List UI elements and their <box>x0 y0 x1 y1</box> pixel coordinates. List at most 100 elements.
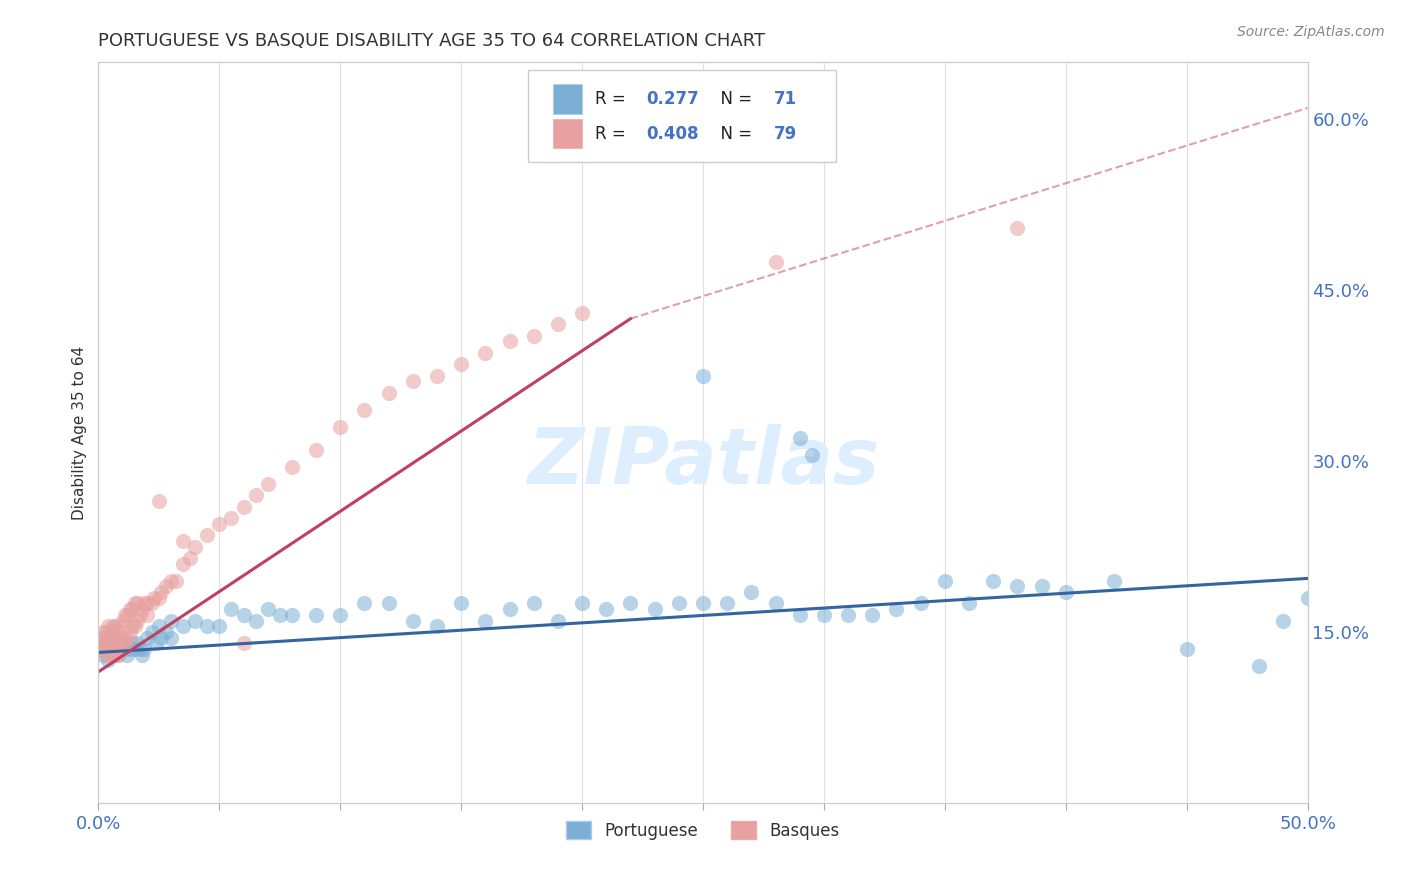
Point <box>184 614 207 628</box>
Point <box>221 511 243 525</box>
Point <box>117 607 139 622</box>
Text: R =: R = <box>595 90 631 108</box>
Point <box>245 488 267 502</box>
Point <box>100 624 122 639</box>
Point <box>813 607 835 622</box>
Point <box>1054 585 1077 599</box>
Point <box>800 449 823 463</box>
Point <box>141 597 163 611</box>
Point <box>107 624 129 639</box>
Point <box>143 591 166 605</box>
Point <box>474 614 496 628</box>
Point <box>1296 591 1319 605</box>
Point <box>765 597 787 611</box>
Point <box>377 385 399 400</box>
Point <box>523 328 546 343</box>
Point <box>141 624 163 639</box>
Point <box>127 597 149 611</box>
Point <box>90 642 112 657</box>
Point <box>523 597 546 611</box>
Point <box>111 614 134 628</box>
Point <box>135 597 157 611</box>
Point <box>124 597 146 611</box>
Point <box>91 631 114 645</box>
Point <box>256 602 278 616</box>
Point <box>155 579 177 593</box>
Point <box>571 597 593 611</box>
Point <box>232 636 254 650</box>
Point <box>232 500 254 514</box>
Point <box>104 636 127 650</box>
Point <box>232 607 254 622</box>
Point <box>1249 659 1271 673</box>
Point <box>208 516 231 531</box>
Text: 0.277: 0.277 <box>647 90 699 108</box>
Point <box>740 585 762 599</box>
Point <box>94 636 117 650</box>
Point <box>100 648 122 662</box>
Point <box>934 574 956 588</box>
Point <box>135 631 157 645</box>
Point <box>121 636 143 650</box>
Point <box>619 597 641 611</box>
Point <box>245 614 267 628</box>
Point <box>172 557 194 571</box>
Point <box>668 597 690 611</box>
Point <box>124 642 146 657</box>
Point <box>155 624 177 639</box>
Text: N =: N = <box>710 90 758 108</box>
Point <box>117 648 139 662</box>
Point <box>118 624 141 639</box>
Point <box>134 642 156 657</box>
FancyBboxPatch shape <box>527 70 837 162</box>
Text: ZIPatlas: ZIPatlas <box>527 425 879 500</box>
Point <box>981 574 1004 588</box>
Legend: Portuguese, Basques: Portuguese, Basques <box>560 814 846 847</box>
Point <box>547 614 569 628</box>
Point <box>256 476 278 491</box>
Point <box>94 636 117 650</box>
Point <box>128 607 150 622</box>
Point <box>117 631 139 645</box>
Point <box>547 318 569 332</box>
Point <box>127 614 149 628</box>
Point <box>644 602 666 616</box>
Point <box>329 607 352 622</box>
Point <box>111 636 134 650</box>
Point <box>104 648 127 662</box>
Point <box>107 636 129 650</box>
Point <box>101 648 124 662</box>
Point <box>1175 642 1198 657</box>
Text: R =: R = <box>595 125 631 143</box>
Point <box>329 420 352 434</box>
Text: 71: 71 <box>775 90 797 108</box>
Point <box>91 648 114 662</box>
Point <box>765 254 787 268</box>
FancyBboxPatch shape <box>553 84 582 113</box>
Text: 79: 79 <box>775 125 797 143</box>
Point <box>498 602 520 616</box>
Point <box>172 533 194 548</box>
Point <box>124 619 146 633</box>
Point <box>195 528 218 542</box>
Point <box>910 597 932 611</box>
Point <box>134 597 156 611</box>
Point <box>100 642 122 657</box>
Point <box>114 636 136 650</box>
Point <box>108 642 131 657</box>
Point <box>269 607 291 622</box>
Point <box>127 636 149 650</box>
Point <box>111 631 134 645</box>
Point <box>1007 220 1029 235</box>
Point <box>114 642 136 657</box>
Point <box>135 607 157 622</box>
Point <box>104 619 127 633</box>
Point <box>1031 579 1053 593</box>
Point <box>121 602 143 616</box>
Point <box>108 619 131 633</box>
Point <box>101 631 124 645</box>
Point <box>281 459 304 474</box>
Point <box>150 631 173 645</box>
Point <box>104 631 127 645</box>
Point <box>118 642 141 657</box>
